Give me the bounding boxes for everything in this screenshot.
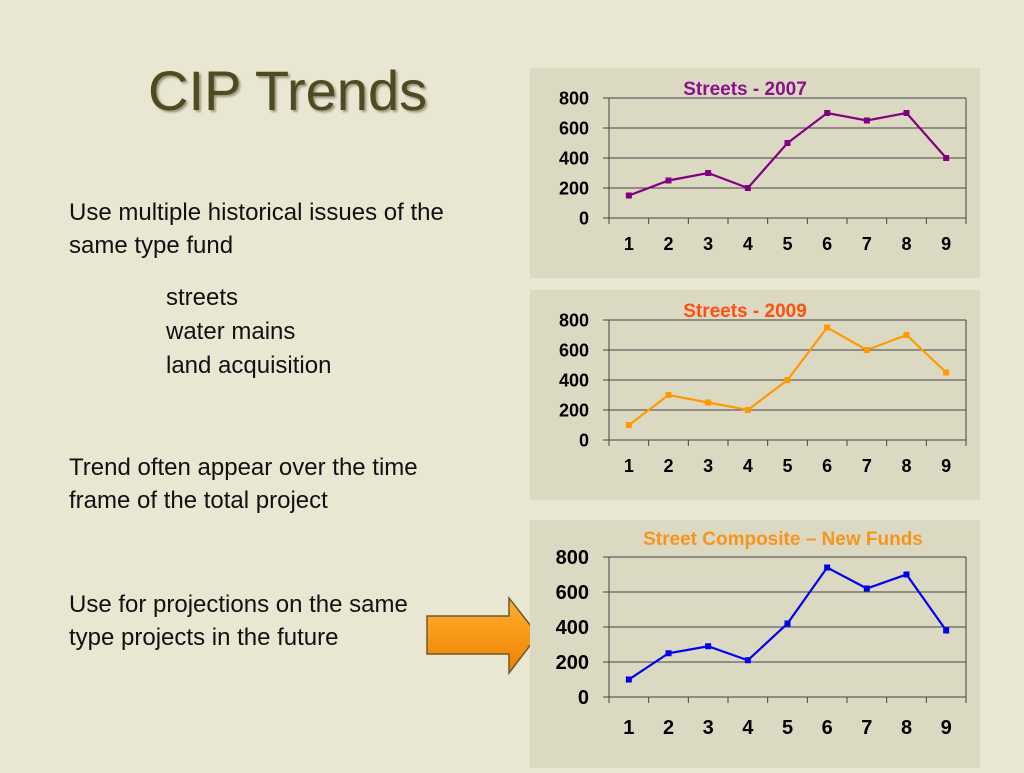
data-point [824,110,831,116]
y-tick-label: 200 [556,652,589,674]
x-tick-label: 6 [822,717,833,739]
chart-title: Streets - 2007 [683,79,807,100]
data-point [784,377,791,383]
data-point [784,620,791,627]
y-tick-label: 800 [559,88,589,108]
data-point [903,332,910,338]
x-tick-label: 9 [941,234,951,254]
chart-streets-2009: 0 200 400 600 800 1 2 3 4 5 6 7 8 9 Streets - 2009 [559,301,967,476]
x-tick-label: 1 [624,234,634,254]
y-tick-label: 600 [556,582,589,604]
y-tick-label: 0 [579,208,589,228]
chart-panel-composite: 0 200 400 600 800 1 2 3 4 5 6 7 8 9 Street Composite –… [530,520,980,768]
data-point [705,643,712,650]
x-tick-label: 3 [703,234,713,254]
x-tick-label: 5 [782,234,792,254]
x-tick-label: 8 [901,234,911,254]
x-tick-label: 4 [743,234,753,254]
x-tick-label: 8 [901,717,912,739]
x-tick-label: 4 [743,456,753,476]
x-tick-label: 5 [782,456,792,476]
data-point [705,170,712,176]
sub-item: land acquisition [166,352,332,379]
data-point [625,422,632,428]
data-point [744,407,751,413]
data-point [903,571,910,578]
data-point [705,399,712,406]
x-tick-label: 7 [862,456,872,476]
y-tick-label: 0 [579,430,589,450]
data-point [943,155,950,161]
data-point [744,185,751,191]
sub-item: water mains [166,318,296,345]
bullet-text: Use for projections on the same type pro… [69,591,408,651]
chart-title: Streets - 2009 [683,301,807,322]
data-point [665,650,672,657]
chart-panel-2009: 0 200 400 600 800 1 2 3 4 5 6 7 8 9 Streets - 2009 [530,290,980,500]
x-tick-label: 7 [861,717,872,739]
sub-item: streets [166,284,239,311]
data-point [903,110,910,116]
x-tick-label: 3 [703,717,714,739]
y-tick-label: 200 [559,400,589,420]
data-point [943,627,950,634]
bullet-text: Trend often appear over the time frame o… [69,454,418,514]
data-point [784,140,791,146]
x-tick-label: 6 [822,234,832,254]
y-tick-label: 600 [559,118,589,138]
y-tick-label: 400 [559,148,589,168]
data-point [665,392,672,398]
data-point [863,117,870,124]
data-point [744,657,751,664]
x-tick-label: 6 [822,456,832,476]
y-tick-label: 800 [559,310,589,330]
x-tick-label: 4 [742,717,754,739]
x-tick-label: 7 [862,234,872,254]
y-tick-label: 600 [559,340,589,360]
data-point [625,192,632,199]
y-tick-label: 400 [559,370,589,390]
chart-streets-2007: 0 200 400 600 800 1 2 3 4 5 6 7 8 9 Streets - 2007 [559,79,967,254]
x-tick-label: 8 [901,456,911,476]
slide-title: CIP Trends [148,59,428,122]
x-tick-label: 9 [941,456,951,476]
data-point [665,177,672,184]
x-tick-label: 5 [782,717,793,739]
data-point [863,347,870,353]
chart-street-composite: 0 200 400 600 800 1 2 3 4 5 6 7 8 9 Street Composite –… [556,529,967,739]
bullet-text: Use multiple historical issues of the sa… [69,199,444,259]
chart-panel-2007: 0 200 400 600 800 1 2 3 4 5 6 7 8 9 Streets - 2007 [530,68,980,278]
data-point [625,676,632,683]
x-tick-label: 1 [623,717,634,739]
data-point [824,324,831,331]
y-tick-label: 200 [559,178,589,198]
y-tick-label: 800 [556,547,589,569]
y-tick-label: 400 [556,617,589,639]
x-tick-label: 2 [663,456,673,476]
x-tick-label: 3 [703,456,713,476]
x-tick-label: 1 [624,456,634,476]
series-line [628,111,947,197]
data-point [824,564,831,571]
y-tick-label: 0 [578,687,589,709]
data-point [863,585,870,592]
arrow-right-icon [426,596,539,676]
x-tick-label: 2 [663,234,673,254]
data-point [943,369,950,376]
x-tick-label: 9 [941,717,952,739]
chart-title: Street Composite – New Funds [643,529,923,550]
x-tick-label: 2 [663,717,674,739]
